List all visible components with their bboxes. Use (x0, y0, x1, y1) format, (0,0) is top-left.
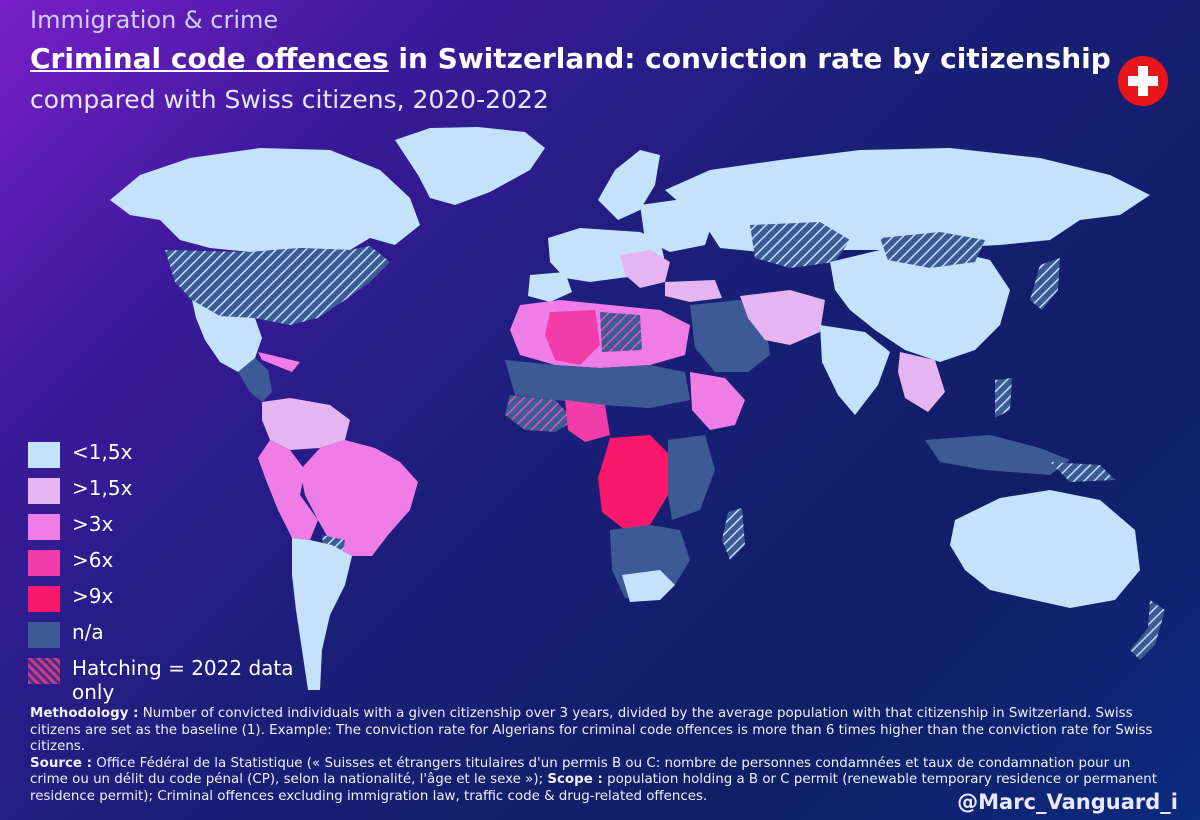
region-mexico (192, 300, 262, 372)
notes: Methodology : Number of convicted indivi… (30, 706, 1160, 805)
region-iberia (528, 272, 572, 302)
region-australia (950, 490, 1140, 608)
legend-swatch-hatch (28, 658, 60, 684)
region-nigeria (565, 400, 610, 442)
region-turkey (665, 280, 722, 302)
region-scandinavia (598, 150, 660, 220)
region-kazakhstan (750, 222, 850, 268)
region-congo (598, 435, 670, 530)
region-balkans (620, 250, 670, 288)
legend-swatch-gt-1-5 (28, 478, 60, 504)
methodology-note: Methodology : Number of convicted indivi… (30, 706, 1160, 756)
legend-label-hatch: Hatching = 2022 data only (72, 656, 294, 704)
swiss-flag-icon (1118, 56, 1168, 106)
region-iran-afghanistan (740, 290, 825, 345)
region-mongolia (880, 232, 985, 268)
legend-swatch-gt-9 (28, 586, 60, 612)
region-southeast-asia (898, 352, 945, 412)
region-usa (165, 246, 390, 325)
region-caribbean (258, 352, 300, 372)
region-peru-bolivia (258, 440, 318, 540)
page-title: Criminal code offences in Switzerland: c… (30, 42, 1111, 75)
source-text: Office Fédéral de la Statistique (« Suis… (30, 755, 1131, 788)
region-west-africa (505, 395, 575, 432)
region-new-guinea (1050, 462, 1115, 482)
region-algeria (545, 310, 600, 365)
legend-swatch-na (28, 622, 60, 648)
region-horn-of-africa (690, 372, 745, 430)
region-central-america (238, 358, 272, 402)
region-brazil (300, 440, 418, 556)
legend-label-na: n/a (72, 620, 104, 644)
scope-label: Scope : (547, 772, 603, 787)
region-libya (600, 312, 642, 352)
region-argentina-chile (292, 538, 352, 690)
legend-swatch-lt-1-5 (28, 442, 60, 468)
legend-label-gt-9: >9x (72, 584, 114, 608)
legend-label-gt-6: >6x (72, 548, 114, 572)
region-japan (1030, 258, 1060, 310)
title-emphasis: Criminal code offences (30, 42, 389, 75)
legend-swatch-gt-6 (28, 550, 60, 576)
region-china (830, 248, 1010, 362)
kicker: Immigration & crime (30, 6, 279, 34)
region-greenland (395, 127, 545, 205)
region-canada-alaska (110, 148, 420, 252)
region-philippines (995, 378, 1012, 418)
subtitle: compared with Swiss citizens, 2020-2022 (30, 85, 549, 114)
legend-swatch-gt-3 (28, 514, 60, 540)
source-label: Source : (30, 755, 93, 771)
region-east-africa (668, 435, 715, 520)
region-south-africa (622, 570, 675, 602)
region-india (820, 325, 890, 415)
region-madagascar (722, 508, 745, 560)
region-indonesia (925, 435, 1070, 475)
region-new-zealand (1130, 600, 1165, 660)
region-north-africa (510, 300, 690, 368)
legend-label-lt-1-5: <1,5x (72, 440, 133, 464)
methodology-label: Methodology : (30, 706, 139, 721)
legend-label-gt-3: >3x (72, 512, 114, 536)
legend-label-gt-1-5: >1,5x (72, 476, 133, 500)
methodology-text: Number of convicted individuals with a g… (30, 706, 1153, 754)
region-venezuela-colombia (262, 398, 350, 450)
region-sahel (505, 360, 690, 408)
author-credit: @Marc_Vanguard_i (957, 790, 1178, 814)
title-rest: in Switzerland: conviction rate by citiz… (388, 42, 1111, 75)
source-note: Source : Office Fédéral de la Statistiqu… (30, 756, 1160, 806)
scope-text: population holding a B or C permit (rene… (30, 772, 1157, 804)
